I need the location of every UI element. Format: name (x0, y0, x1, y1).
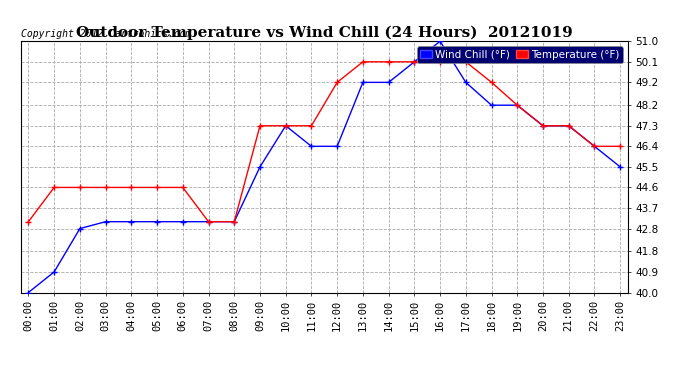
Legend: Wind Chill (°F), Temperature (°F): Wind Chill (°F), Temperature (°F) (417, 46, 622, 63)
Title: Outdoor Temperature vs Wind Chill (24 Hours)  20121019: Outdoor Temperature vs Wind Chill (24 Ho… (76, 26, 573, 40)
Text: Copyright 2012 Cartronics.com: Copyright 2012 Cartronics.com (21, 29, 191, 39)
